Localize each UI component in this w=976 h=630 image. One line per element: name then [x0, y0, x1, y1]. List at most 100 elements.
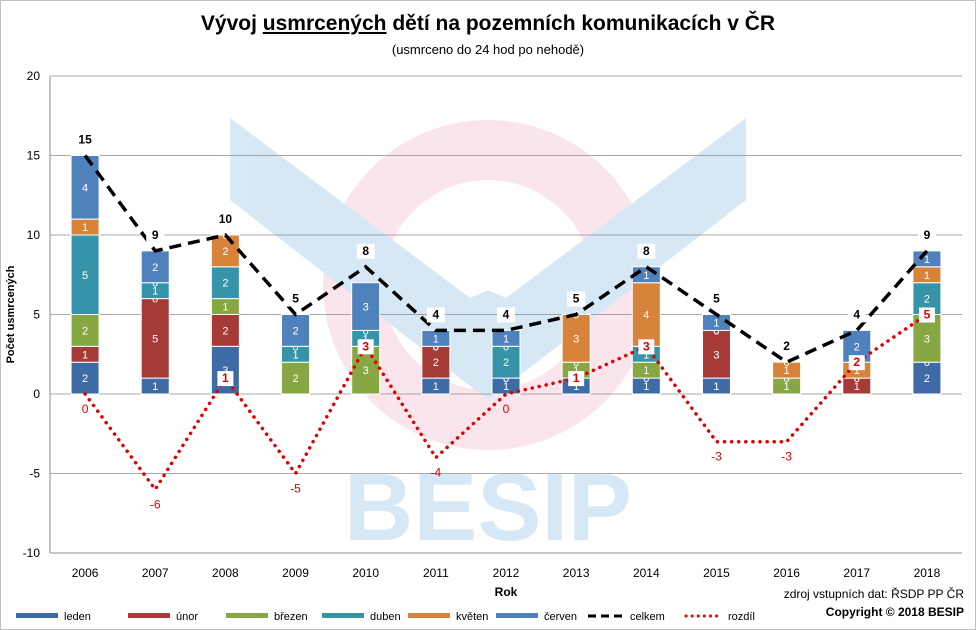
x-tick-label: 2008: [212, 566, 239, 580]
bar-segment-label: 0: [292, 341, 298, 353]
bar-segment: [351, 282, 381, 331]
legend: leden únor březen duben květen červen celkem ro…: [16, 611, 755, 623]
bar-segment-label: 0: [854, 373, 860, 385]
bar-segment-label: 0: [503, 373, 509, 385]
legend-label: duben: [370, 611, 401, 623]
watermark-text: BESIP: [344, 454, 632, 561]
total-label-bg: [76, 132, 95, 148]
source-note: zdroj vstupních dat: ŘSDP PP ČR: [783, 587, 964, 601]
bar-segment-label: 1: [924, 254, 930, 266]
bar-segment: [70, 234, 100, 315]
bar-segment-label: 1: [924, 270, 930, 282]
bar-segment-label: 0: [433, 341, 439, 353]
legend-swatch-březen: [226, 613, 268, 618]
y-tick-label: 5: [33, 308, 40, 322]
bar-segment-label: 4: [82, 182, 88, 194]
bar-segment-label: 0: [713, 325, 719, 337]
x-tick-label: 2016: [773, 566, 800, 580]
bar-segment: [912, 361, 942, 395]
watermark-shield-icon: [230, 118, 746, 400]
x-tick-label: 2018: [914, 566, 941, 580]
legend-label: leden: [64, 611, 91, 623]
chart-subtitle: (usmrceno do 24 hod po nehodě): [391, 42, 585, 57]
bar-segment-label: 0: [924, 357, 930, 369]
difference-label: 3: [643, 339, 650, 353]
bar-segment-label: 2: [433, 357, 439, 369]
bar-segment-label: 3: [713, 349, 719, 361]
bar-segment-label: 0: [713, 325, 719, 337]
bar-segment-label: 0: [363, 389, 369, 401]
total-label-bg: [497, 307, 515, 323]
total-label: 9: [152, 228, 159, 242]
bar-segment-label: 1: [643, 381, 649, 393]
bar-segment-label: 1: [713, 381, 719, 393]
bar-segment-label: 5: [82, 270, 88, 282]
title-underlined: usmrcených: [262, 12, 387, 35]
bar-segment: [491, 345, 521, 379]
difference-label: 3: [362, 339, 369, 353]
total-label: 2: [783, 339, 790, 353]
legend-label: rozdíl: [728, 611, 755, 623]
bar-segment-label: 0: [643, 373, 649, 385]
total-label: 5: [573, 292, 580, 306]
bar-segment-label: 2: [82, 325, 88, 337]
bar-segment-label: 2: [152, 262, 158, 274]
difference-label: -4: [431, 466, 442, 480]
total-label-bg: [707, 291, 726, 307]
total-label-bg: [216, 212, 235, 227]
bar-segment-label: 2: [854, 341, 860, 353]
difference-label: 0: [503, 402, 510, 416]
bar-segment-label: 3: [573, 333, 579, 345]
x-tick-label: 2010: [352, 566, 379, 580]
bar-segment-label: 3: [363, 365, 369, 377]
bar-segment-label: 0: [784, 389, 790, 401]
bar-segment-label: 0: [292, 389, 298, 401]
total-label: 5: [292, 292, 299, 306]
bar-segment-label: 1: [82, 349, 88, 361]
bar-segment-label: 1: [433, 333, 439, 345]
bar-segment-label: 4: [643, 310, 649, 322]
bar-segment-label: 0: [363, 325, 369, 337]
difference-label-bg: [918, 307, 935, 323]
total-label-bg: [146, 227, 165, 243]
bar-segment-label: 1: [643, 270, 649, 282]
title-part-2: dětí na pozemních komunikacích v ČR: [386, 12, 776, 35]
legend-label: červen: [544, 611, 577, 623]
bar-segment-label: 2: [222, 278, 228, 290]
series-line-celkem: [83, 154, 929, 365]
bar-segment-label: 0: [363, 389, 369, 401]
total-label-bg: [567, 291, 586, 307]
bar-segment-label: 2: [292, 373, 298, 385]
y-tick-label: -5: [29, 467, 40, 481]
x-tick-label: 2014: [633, 566, 660, 580]
difference-label: 1: [573, 371, 580, 385]
legend-label: březen: [274, 611, 308, 623]
bar-segment-label: 0: [503, 341, 509, 353]
legend-swatch-únor: [128, 613, 170, 618]
x-tick-label: 2015: [703, 566, 730, 580]
copyright-note: Copyright © 2018 BESIP: [825, 605, 964, 619]
difference-label-bg: [848, 355, 865, 371]
title-part-1: Vývoj: [200, 12, 263, 35]
bar-segment-label: 1: [222, 302, 228, 314]
bar-segment: [491, 329, 521, 347]
x-tick-label: 2017: [843, 566, 870, 580]
total-label-bg: [286, 291, 305, 307]
difference-label-bg: [217, 371, 234, 387]
bar-segment-label: 0: [573, 357, 579, 369]
bar-segment-label: 1: [643, 349, 649, 361]
bar-segment-label: 0: [784, 357, 790, 369]
legend-label: květen: [456, 611, 488, 623]
total-label: 8: [643, 244, 650, 258]
difference-label-bg: [357, 339, 374, 355]
total-label-bg: [426, 307, 445, 323]
bar-segment-label: 1: [784, 381, 790, 393]
bar-segment-label: 1: [152, 286, 158, 298]
y-tick-label: 15: [27, 149, 41, 163]
difference-label: 2: [853, 355, 860, 369]
legend-swatch-leden: [16, 613, 58, 618]
bar-segment-label: 3: [363, 302, 369, 314]
bar-segment-label: 0: [784, 373, 790, 385]
legend-swatch-červen: [496, 613, 538, 618]
